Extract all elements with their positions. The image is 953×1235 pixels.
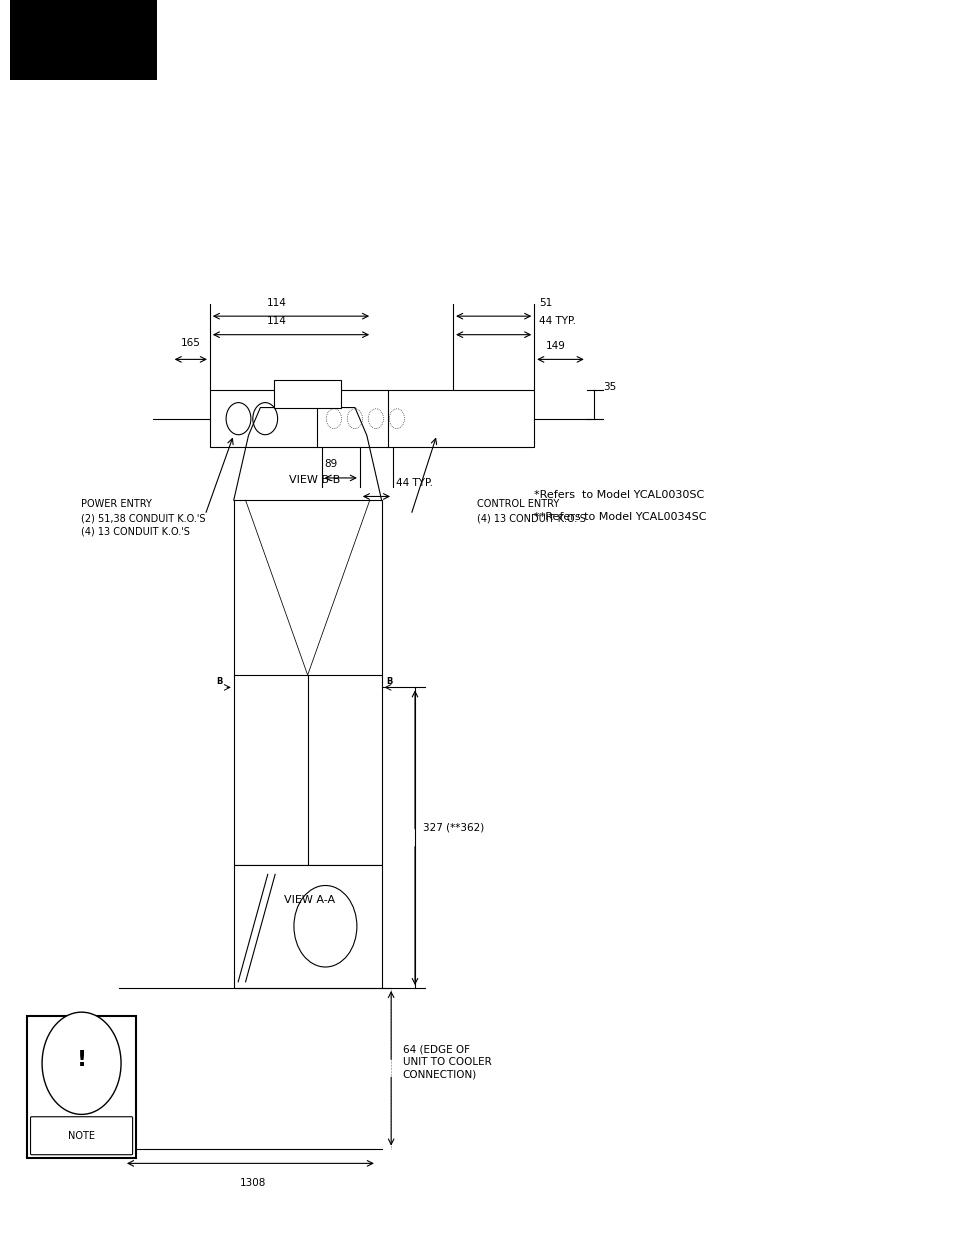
Text: VIEW B-B: VIEW B-B (289, 475, 340, 485)
Text: B: B (386, 677, 393, 685)
Text: 51: 51 (538, 298, 552, 308)
Text: **Refers to Model YCAL0034SC: **Refers to Model YCAL0034SC (534, 513, 706, 522)
Circle shape (347, 409, 362, 429)
Text: POWER ENTRY: POWER ENTRY (81, 499, 152, 509)
Text: 327 (**362): 327 (**362) (422, 823, 483, 832)
Text: 44 TYP.: 44 TYP. (538, 316, 576, 326)
Text: !: ! (76, 1050, 87, 1070)
Text: 114: 114 (267, 298, 287, 308)
Text: *Refers  to Model YCAL0030SC: *Refers to Model YCAL0030SC (534, 490, 703, 500)
Circle shape (253, 403, 277, 435)
Text: 35: 35 (602, 382, 616, 391)
Circle shape (368, 409, 383, 429)
Bar (210, 390, 534, 447)
Bar (233, 864, 381, 988)
Bar (10, 0, 157, 80)
Circle shape (226, 403, 251, 435)
Circle shape (294, 885, 356, 967)
Circle shape (42, 1013, 121, 1114)
Text: 165: 165 (181, 338, 200, 348)
Text: NOTE: NOTE (68, 1131, 95, 1141)
FancyBboxPatch shape (30, 1116, 132, 1155)
Circle shape (326, 409, 341, 429)
Text: 149: 149 (545, 341, 565, 351)
Text: (4) 13 CONDUIT K.O.'S: (4) 13 CONDUIT K.O.'S (81, 526, 190, 536)
Text: B: B (215, 677, 222, 685)
Text: (4) 13 CONDUIT K.O.'S: (4) 13 CONDUIT K.O.'S (476, 514, 585, 524)
Bar (233, 500, 381, 864)
Bar (27, 1016, 136, 1158)
Text: CONTROL ENTRY: CONTROL ENTRY (476, 499, 558, 509)
Text: 1308: 1308 (239, 1178, 266, 1188)
Bar (274, 380, 340, 408)
Text: 64 (EDGE OF
UNIT TO COOLER
CONNECTION): 64 (EDGE OF UNIT TO COOLER CONNECTION) (402, 1045, 491, 1079)
Text: (2) 51,38 CONDUIT K.O.'S: (2) 51,38 CONDUIT K.O.'S (81, 514, 206, 524)
Text: 114: 114 (267, 316, 287, 326)
Text: VIEW A-A: VIEW A-A (284, 895, 335, 905)
Circle shape (389, 409, 404, 429)
Text: 89: 89 (324, 459, 337, 469)
Text: 44 TYP.: 44 TYP. (395, 478, 433, 488)
